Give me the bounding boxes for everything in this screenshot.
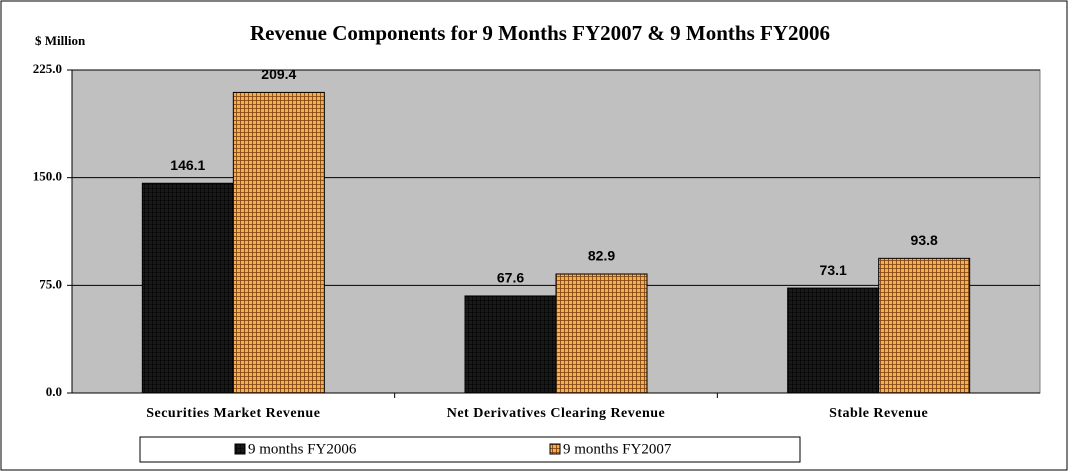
y-tick-label: 0.0	[46, 384, 62, 399]
bar	[787, 287, 880, 394]
data-label: 146.1	[170, 157, 205, 173]
bar	[878, 257, 971, 394]
y-tick-label: 150.0	[33, 169, 62, 184]
y-axis-label: $ Million	[35, 33, 86, 48]
bar	[232, 91, 325, 394]
bar	[464, 295, 557, 394]
y-tick-label: 75.0	[39, 276, 62, 291]
legend-box	[139, 436, 801, 463]
legend-swatch	[234, 443, 246, 455]
legend-label: 9 months FY2007	[563, 441, 672, 457]
x-tick-label: Securities Market Revenue	[146, 406, 320, 421]
bar	[141, 182, 234, 394]
legend-swatch	[549, 443, 561, 455]
data-label: 73.1	[820, 262, 847, 278]
data-label: 67.6	[497, 270, 524, 286]
x-tick-label: Stable Revenue	[829, 406, 928, 421]
data-label: 93.8	[911, 232, 938, 248]
legend-label: 9 months FY2006	[248, 441, 357, 457]
bar	[555, 273, 648, 394]
data-label: 82.9	[588, 248, 615, 264]
y-tick-label: 225.0	[33, 61, 62, 76]
chart-title: Revenue Components for 9 Months FY2007 &…	[250, 21, 830, 45]
x-tick-label: Net Derivatives Clearing Revenue	[447, 406, 666, 421]
data-label: 209.4	[261, 66, 296, 82]
